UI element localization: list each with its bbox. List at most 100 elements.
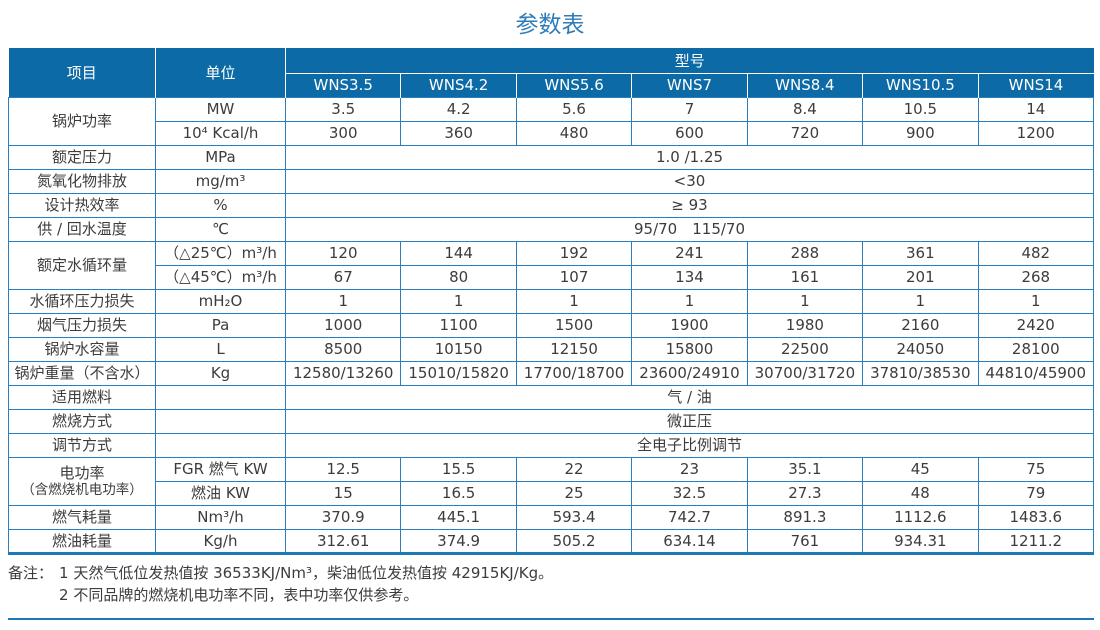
- table-row-flue-pressure-loss: 烟气压力损失 Pa 1000 1100 1500 1900 1980 2160 …: [8, 312, 1095, 338]
- value-cell: 16.5: [400, 480, 517, 506]
- page-title: 参数表: [515, 12, 585, 38]
- value-cell: 25: [515, 480, 633, 506]
- value-cell: 201: [862, 264, 979, 290]
- value-cell: 15800: [631, 336, 748, 362]
- model-header: WNS10.5: [862, 72, 979, 97]
- value-cell: 1: [400, 288, 517, 314]
- unit-cell: Kg/h: [155, 528, 286, 555]
- table-row-pressure: 额定压力 MPa 1.0 /1.25: [8, 144, 1094, 170]
- value-cell: 75: [977, 456, 1095, 482]
- value-cell: 370.9: [284, 504, 402, 530]
- value-cell: 634.14: [631, 528, 748, 555]
- value-cell: 15.5: [400, 456, 517, 482]
- span-value-cell: <30: [285, 168, 1094, 194]
- footnote-lines: 1 天然气低位发热值按 36533KJ/Nm³，柴油低位发热值按 42915KJ…: [59, 562, 553, 606]
- footnote-label: 备注：: [8, 564, 54, 582]
- value-cell: 1483.6: [977, 504, 1095, 530]
- footnote-line: 2 不同品牌的燃烧机电功率不同，表中功率仅供参考。: [59, 586, 419, 604]
- unit-cell: Nm³/h: [155, 504, 286, 530]
- value-cell: 1200: [977, 120, 1095, 146]
- unit-cell: ℃: [155, 216, 286, 242]
- span-value-cell: 95/70 115/70: [285, 216, 1094, 242]
- header-row-models: WNS3.5 WNS4.2 WNS5.6 WNS7 WNS8.4 WNS10.5…: [9, 72, 1094, 97]
- unit-cell: %: [155, 192, 286, 218]
- row-label: 适用燃料: [8, 384, 156, 410]
- value-cell: 600: [631, 120, 748, 146]
- unit-cell: L: [155, 336, 286, 362]
- table-row-regulation: 调节方式 全电子比例调节: [8, 432, 1094, 458]
- table-row-weight: 锅炉重量（不含水） Kg 12580/13260 15010/15820 177…: [8, 360, 1095, 386]
- row-label: 锅炉重量（不含水）: [8, 360, 156, 386]
- value-cell: 445.1: [400, 504, 517, 530]
- value-cell: 37810/38530: [862, 360, 979, 386]
- row-label: 电功率 （含燃烧机电功率）: [8, 456, 156, 506]
- row-label: 锅炉功率: [8, 96, 156, 146]
- table-row-nox: 氮氧化物排放 mg/m³ <30: [8, 168, 1094, 194]
- row-label: 额定压力: [8, 144, 156, 170]
- parameters-table: 项目 单位 型号 WNS3.5 WNS4.2 WNS5.6 WNS7 WNS8.…: [8, 48, 1095, 555]
- value-cell: 1980: [746, 312, 864, 338]
- row-label: 燃油耗量: [8, 528, 156, 555]
- value-cell: 1500: [515, 312, 633, 338]
- table-row-power-mw: 锅炉功率 MW 3.5 4.2 5.6 7 8.4 10.5 14: [8, 96, 1095, 146]
- value-cell: 44810/45900: [977, 360, 1095, 386]
- model-header: WNS4.2: [400, 72, 517, 97]
- value-cell: 761: [746, 528, 864, 555]
- unit-cell: Pa: [155, 312, 286, 338]
- value-cell: 14: [977, 96, 1095, 122]
- span-value-cell: 1.0 /1.25: [285, 144, 1094, 170]
- table-row-gas-consumption: 燃气耗量 Nm³/h 370.9 445.1 593.4 742.7 891.3…: [8, 504, 1095, 530]
- value-cell: 374.9: [400, 528, 517, 555]
- value-cell: 480: [515, 120, 633, 146]
- value-cell: 7: [631, 96, 748, 122]
- value-cell: 35.1: [746, 456, 864, 482]
- row-label: 燃烧方式: [8, 408, 156, 434]
- row-label: 燃气耗量: [8, 504, 156, 530]
- unit-cell: mg/m³: [155, 168, 286, 194]
- value-cell: 30700/31720: [746, 360, 864, 386]
- value-cell: 1: [515, 288, 633, 314]
- value-cell: 361: [862, 240, 979, 266]
- value-cell: 10150: [400, 336, 517, 362]
- unit-cell: [155, 432, 286, 458]
- row-label: 额定水循环量: [8, 240, 156, 290]
- value-cell: 1: [746, 288, 864, 314]
- value-cell: 300: [284, 120, 402, 146]
- table-row-water-pressure-loss: 水循环压力损失 mH₂O 1 1 1 1 1 1 1: [8, 288, 1095, 314]
- value-cell: 4.2: [400, 96, 517, 122]
- model-header: WNS8.4: [746, 72, 863, 97]
- value-cell: 1: [631, 288, 748, 314]
- table-row-water-volume: 锅炉水容量 L 8500 10150 12150 15800 22500 240…: [8, 336, 1095, 362]
- table-header: 项目 单位 型号 WNS3.5 WNS4.2 WNS5.6 WNS7 WNS8.…: [8, 48, 1094, 97]
- unit-cell: FGR 燃气 KW: [155, 456, 286, 482]
- value-cell: 23600/24910: [631, 360, 748, 386]
- row-label: 氮氧化物排放: [8, 168, 156, 194]
- value-cell: 12580/13260: [284, 360, 402, 386]
- table-row-fuel: 适用燃料 气 / 油: [8, 384, 1094, 410]
- unit-cell: 10⁴ Kcal/h: [155, 120, 286, 146]
- column-header-item: 项目: [8, 48, 156, 97]
- value-cell: 24050: [862, 336, 979, 362]
- value-cell: 900: [862, 120, 979, 146]
- value-cell: 8.4: [746, 96, 864, 122]
- table-row-efficiency: 设计热效率 % ≥ 93: [8, 192, 1094, 218]
- value-cell: 134: [631, 264, 748, 290]
- value-cell: 23: [631, 456, 748, 482]
- value-cell: 1000: [284, 312, 402, 338]
- value-cell: 742.7: [631, 504, 748, 530]
- value-cell: 482: [977, 240, 1095, 266]
- table-row-circulation-25: 额定水循环量 （△25℃）m³/h 120 144 192 241 288 36…: [8, 240, 1095, 290]
- value-cell: 1: [862, 288, 979, 314]
- row-label: 水循环压力损失: [8, 288, 156, 314]
- unit-cell: Kg: [155, 360, 286, 386]
- unit-cell: MPa: [155, 144, 286, 170]
- value-cell: 12.5: [284, 456, 402, 482]
- value-cell: 17700/18700: [515, 360, 633, 386]
- footnotes: 备注： 1 天然气低位发热值按 36533KJ/Nm³，柴油低位发热值按 429…: [8, 562, 553, 606]
- row-label: 供 / 回水温度: [8, 216, 156, 242]
- value-cell: 5.6: [515, 96, 633, 122]
- value-cell: 3.5: [284, 96, 402, 122]
- row-label-line2: （含燃烧机电功率）: [21, 481, 143, 498]
- value-cell: 312.61: [284, 528, 402, 555]
- unit-cell: [155, 384, 286, 410]
